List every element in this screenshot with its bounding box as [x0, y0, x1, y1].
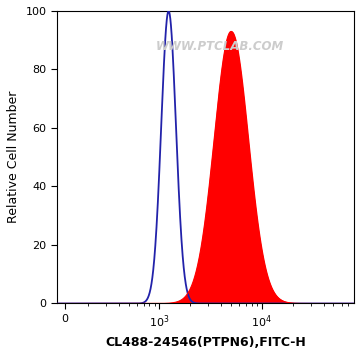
- X-axis label: CL488-24546(PTPN6),FITC-H: CL488-24546(PTPN6),FITC-H: [105, 336, 306, 349]
- Text: WWW.PTCLAB.COM: WWW.PTCLAB.COM: [156, 40, 284, 53]
- Y-axis label: Relative Cell Number: Relative Cell Number: [7, 91, 20, 224]
